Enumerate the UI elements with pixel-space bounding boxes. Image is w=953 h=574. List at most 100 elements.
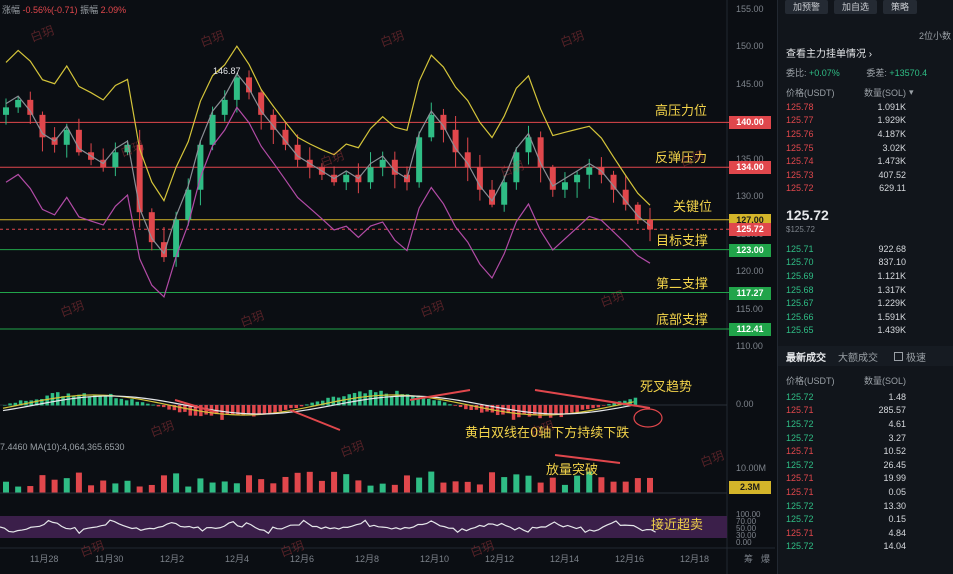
volume-bar: [221, 481, 228, 493]
chevron-down-icon: ▾: [909, 87, 914, 98]
peak-price-label: 146.87: [213, 66, 241, 76]
order-row[interactable]: 125.72 1.48: [778, 390, 953, 404]
annotation-high-resistance: 高压力位: [655, 104, 708, 119]
speed-checkbox[interactable]: [894, 351, 903, 361]
macd-bar: [543, 405, 548, 415]
order-row[interactable]: 125.71 285.57: [778, 404, 953, 418]
candle-body: [197, 144, 204, 190]
macd-bar: [310, 402, 314, 406]
row-qty: 0.15: [888, 514, 906, 525]
order-row[interactable]: 125.72 4.61: [778, 417, 953, 431]
trend-arrow: [289, 409, 341, 431]
volume-bar: [112, 483, 119, 493]
order-row[interactable]: 125.71 19.99: [778, 472, 953, 486]
row-price: 125.74: [786, 156, 814, 167]
date-tick-label: 12月14: [550, 554, 580, 564]
order-row[interactable]: 125.74 1.473K: [778, 154, 953, 168]
order-row[interactable]: 125.73 407.52: [778, 168, 953, 182]
volume-bar: [428, 471, 435, 493]
last-price-usd: $125.72: [786, 225, 815, 234]
order-row[interactable]: 125.65 1.439K: [778, 324, 953, 338]
order-row[interactable]: 125.71 10.52: [778, 444, 953, 458]
order-row[interactable]: 125.66 1.591K: [778, 310, 953, 324]
row-qty: 1.439K: [877, 325, 906, 336]
order-row[interactable]: 125.78 1.091K: [778, 100, 953, 114]
last-price: 125.72: [786, 207, 829, 223]
precision-select[interactable]: 2位小数: [918, 31, 951, 41]
row-qty: 0.05: [888, 486, 906, 497]
ratio-value: +0.07%: [809, 68, 840, 78]
candle-body: [343, 174, 350, 183]
candle-body: [27, 99, 34, 115]
kline-chart[interactable]: [0, 0, 775, 574]
order-row[interactable]: 125.76 4.187K: [778, 127, 953, 141]
order-row[interactable]: 125.71 0.05: [778, 485, 953, 499]
main-orders-link[interactable]: 查看主力挂单情况 ›: [786, 45, 872, 60]
death-cross-circle: [633, 408, 663, 428]
price-level-badge: 117.27: [729, 286, 771, 300]
add-alert-button[interactable]: 加预警: [785, 0, 829, 14]
macd-bar: [61, 396, 65, 406]
order-row[interactable]: 125.69 1.121K: [778, 269, 953, 283]
order-row[interactable]: 125.72 0.15: [778, 512, 953, 526]
order-row[interactable]: 125.72 629.11: [778, 182, 953, 196]
price-level-badge: 125.72: [729, 223, 771, 237]
order-row[interactable]: 125.71 922.68: [778, 242, 953, 256]
macd-bar: [273, 405, 277, 415]
macd-bar: [87, 396, 92, 406]
volume-bar: [258, 479, 265, 493]
row-price: 125.66: [786, 311, 814, 322]
candle-body: [63, 129, 70, 145]
order-row[interactable]: 125.72 3.27: [778, 431, 953, 445]
strategy-button[interactable]: 策略: [883, 0, 918, 14]
order-ratio: 委比: +0.07% 委差: +13570.4: [786, 66, 927, 79]
row-price: 125.72: [786, 459, 814, 470]
order-row[interactable]: 125.70 837.10: [778, 256, 953, 270]
chart-area[interactable]: 涨幅 -0.56%(-0.71) 振幅 2.09% 高压力位 反弹压力 关键位 …: [0, 0, 866, 574]
candle-body: [440, 114, 447, 130]
order-row[interactable]: 125.72 13.30: [778, 499, 953, 513]
macd-bar: [151, 404, 155, 406]
macd-bar: [199, 405, 203, 417]
order-row[interactable]: 125.71 4.84: [778, 526, 953, 540]
macd-bar: [612, 402, 616, 406]
add-favorite-button[interactable]: 加自选: [834, 0, 878, 14]
row-price: 125.67: [786, 298, 814, 309]
tab-latest-trades[interactable]: 最新成交: [786, 352, 826, 364]
macd-bar: [575, 405, 579, 414]
order-row[interactable]: 125.77 1.929K: [778, 114, 953, 128]
row-qty: 3.02K: [882, 142, 906, 153]
macd-bar: [130, 399, 134, 406]
main-orders-label: 查看主力挂单情况: [786, 49, 866, 60]
row-price: 125.70: [786, 257, 814, 268]
trades-col-price: 价格(USDT): [786, 376, 835, 387]
row-price: 125.72: [786, 418, 814, 429]
order-row[interactable]: 125.72 14.04: [778, 540, 953, 554]
candle-body: [525, 137, 532, 153]
macd-bar: [103, 396, 108, 406]
bollinger-upper-line: [5, 45, 651, 206]
macd-bar: [607, 404, 611, 406]
macd-bar: [474, 405, 479, 410]
annotation-death-cross: 死叉趋势: [640, 380, 693, 395]
macd-bar: [289, 405, 293, 409]
tab-large-trades[interactable]: 大额成交: [838, 352, 878, 364]
volume-bar: [270, 483, 277, 493]
macd-bar: [442, 402, 447, 406]
volume-bar: [549, 477, 556, 493]
order-row[interactable]: 125.75 3.02K: [778, 141, 953, 155]
change-label: 涨幅: [2, 5, 21, 15]
order-row[interactable]: 125.67 1.229K: [778, 296, 953, 310]
volume-bar: [124, 480, 131, 493]
row-price: 125.78: [786, 101, 814, 112]
volume-bar: [561, 484, 568, 493]
order-row[interactable]: 125.68 1.317K: [778, 283, 953, 297]
rsi-tick-label: 50.00: [736, 524, 757, 533]
volume-bar: [197, 478, 204, 493]
candle-body: [428, 114, 435, 138]
order-row[interactable]: 125.72 26.45: [778, 458, 953, 472]
macd-bar: [77, 394, 81, 406]
macd-bar: [586, 405, 590, 410]
row-price: 125.71: [786, 473, 814, 484]
price-tick-label: 135.00: [736, 153, 764, 164]
